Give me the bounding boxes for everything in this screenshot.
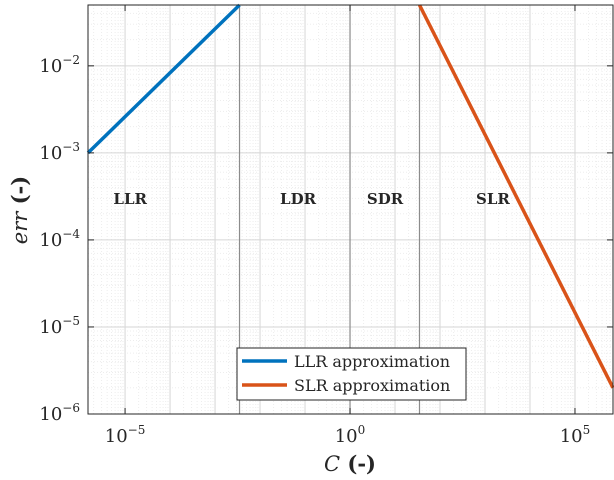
series-lines bbox=[86, 3, 614, 389]
x-axis-label: C (-) bbox=[324, 451, 376, 476]
y-tick-label: 10−2 bbox=[39, 53, 80, 77]
y-tick-label: 10−4 bbox=[39, 227, 80, 251]
region-label-ldr: LDR bbox=[280, 190, 317, 208]
y-tick-label: 10−5 bbox=[39, 314, 80, 338]
legend: LLR approximation SLR approximation bbox=[236, 347, 467, 401]
region-label-sdr: SDR bbox=[367, 190, 404, 208]
region-boundaries bbox=[238, 5, 421, 414]
y-tick-label: 10−3 bbox=[39, 140, 80, 164]
y-axis-label: err (-) bbox=[7, 176, 32, 244]
region-label-slr: SLR bbox=[476, 190, 510, 208]
y-tick-label: 10−6 bbox=[39, 401, 80, 425]
x-axis-unit: (-) bbox=[340, 451, 376, 476]
axis-ticks bbox=[88, 5, 613, 415]
tick-labels: 10−5 100 105 10−6 10−5 10−4 10−3 10−2 bbox=[39, 53, 590, 447]
series-line-llr bbox=[86, 3, 241, 155]
legend-box bbox=[236, 347, 467, 401]
legend-label-slr: SLR approximation bbox=[294, 376, 450, 395]
x-tick-label: 100 bbox=[335, 423, 366, 447]
region-labels: LLR LDR SDR SLR bbox=[113, 190, 510, 208]
x-tick-label: 10−5 bbox=[105, 423, 146, 447]
legend-label-llr: LLR approximation bbox=[294, 352, 450, 371]
region-label-llr: LLR bbox=[113, 190, 147, 208]
x-axis-symbol: C bbox=[324, 452, 340, 476]
x-tick-label: 105 bbox=[560, 423, 591, 447]
series-line-slr bbox=[417, 4, 614, 389]
y-axis-symbol: err bbox=[8, 210, 32, 244]
y-axis-unit: (-) bbox=[7, 176, 32, 212]
